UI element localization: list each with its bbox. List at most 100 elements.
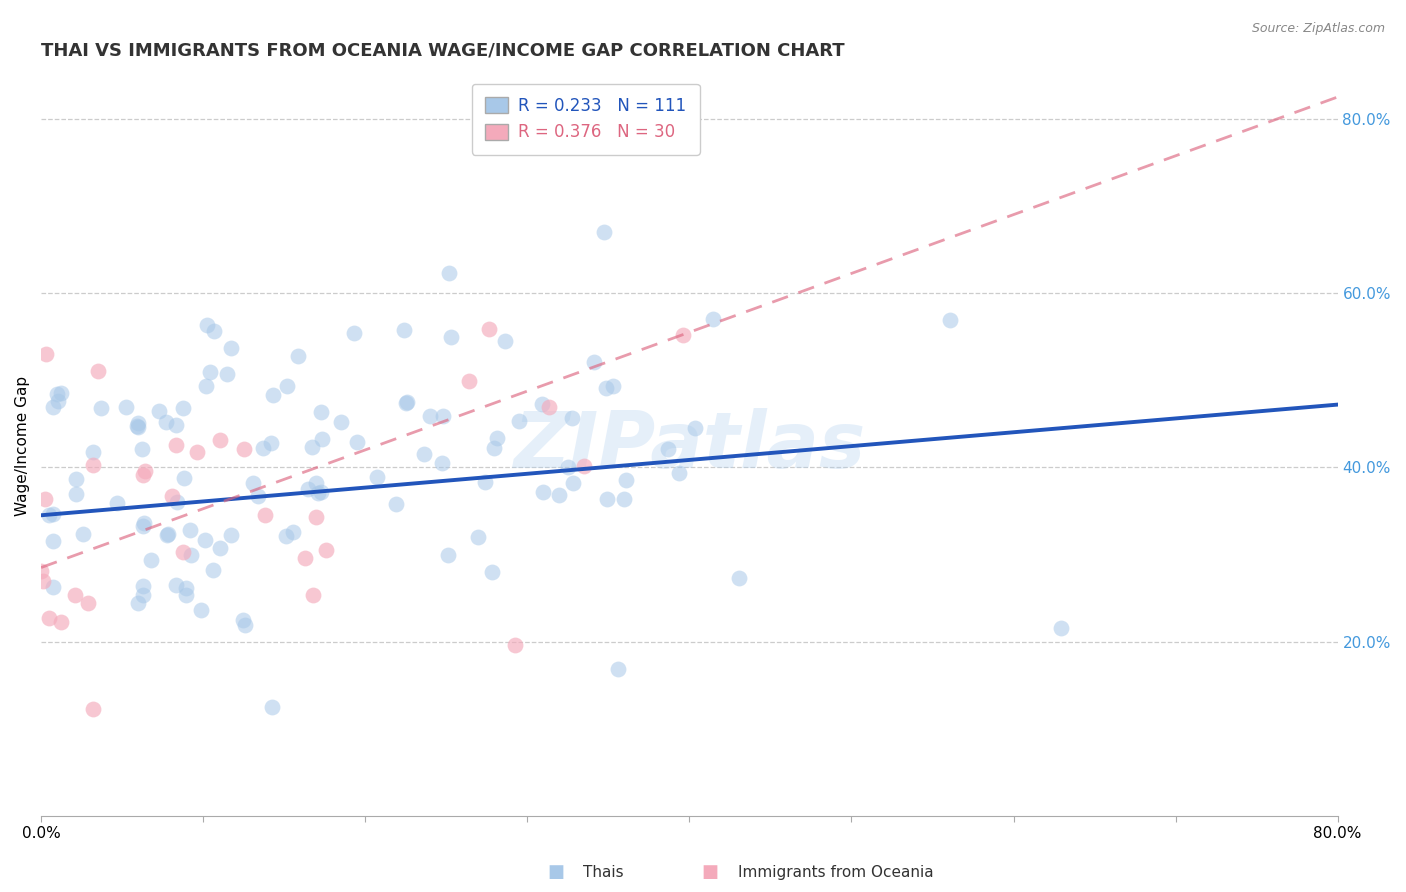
Point	[30, 564, 52, 578]
Point	[41, 507, 63, 521]
Point	[179, 524, 201, 538]
Point	[728, 571, 751, 585]
Point	[508, 413, 530, 427]
Point	[51, 615, 73, 630]
Point	[385, 497, 408, 511]
Point	[195, 318, 218, 332]
Point	[574, 458, 596, 473]
Point	[232, 442, 254, 457]
Point	[190, 603, 212, 617]
Point	[305, 475, 328, 490]
Point	[276, 378, 298, 392]
Point	[657, 442, 679, 457]
Point	[593, 225, 616, 239]
Point	[202, 563, 225, 577]
Point	[77, 596, 100, 610]
Point	[160, 489, 183, 503]
Point	[548, 488, 571, 502]
Point	[219, 528, 242, 542]
Point	[247, 489, 270, 503]
Point	[412, 446, 434, 460]
Point	[165, 577, 187, 591]
Point	[301, 440, 323, 454]
Legend: R = 0.233   N = 111, R = 0.376   N = 30: R = 0.233 N = 111, R = 0.376 N = 30	[471, 84, 700, 154]
Text: THAI VS IMMIGRANTS FROM OCEANIA WAGE/INCOME GAP CORRELATION CHART: THAI VS IMMIGRANTS FROM OCEANIA WAGE/INC…	[41, 42, 845, 60]
Point	[131, 442, 153, 457]
Point	[366, 470, 388, 484]
Point	[46, 386, 69, 401]
Point	[297, 483, 319, 497]
Point	[702, 312, 724, 326]
Point	[395, 396, 418, 410]
Point	[242, 475, 264, 490]
Point	[132, 468, 155, 483]
Point	[46, 393, 69, 408]
Point	[127, 420, 149, 434]
Point	[939, 313, 962, 327]
Point	[561, 475, 583, 490]
Point	[294, 551, 316, 566]
Point	[198, 365, 221, 379]
Point	[440, 329, 463, 343]
Point	[35, 346, 58, 360]
Point	[49, 386, 72, 401]
Point	[668, 466, 690, 480]
Point	[193, 533, 215, 547]
Point	[309, 484, 332, 499]
Point	[419, 409, 441, 423]
Point	[233, 618, 256, 632]
Text: ■: ■	[547, 863, 564, 881]
Point	[486, 431, 509, 445]
Point	[437, 266, 460, 280]
Point	[38, 611, 60, 625]
Point	[437, 549, 460, 563]
Point	[396, 395, 419, 409]
Text: ZIPatlas: ZIPatlas	[513, 408, 866, 483]
Point	[82, 458, 104, 472]
Point	[1050, 621, 1073, 635]
Point	[672, 328, 695, 343]
Point	[32, 574, 55, 589]
Point	[478, 322, 501, 336]
Point	[202, 324, 225, 338]
Y-axis label: Wage/Income Gap: Wage/Income Gap	[15, 376, 30, 516]
Point	[614, 473, 637, 487]
Point	[90, 401, 112, 415]
Text: Source: ZipAtlas.com: Source: ZipAtlas.com	[1251, 22, 1385, 36]
Point	[606, 661, 628, 675]
Point	[685, 421, 707, 435]
Point	[139, 553, 162, 567]
Point	[392, 323, 415, 337]
Point	[309, 405, 332, 419]
Point	[132, 519, 155, 533]
Point	[531, 485, 554, 500]
Text: Thais: Thais	[583, 865, 624, 880]
Point	[127, 596, 149, 610]
Point	[467, 530, 489, 544]
Point	[65, 472, 87, 486]
Point	[561, 411, 583, 425]
Point	[172, 401, 194, 416]
Point	[38, 508, 60, 522]
Point	[156, 527, 179, 541]
Point	[180, 549, 202, 563]
Point	[262, 388, 284, 402]
Point	[63, 588, 86, 602]
Point	[166, 495, 188, 509]
Point	[315, 542, 337, 557]
Point	[457, 374, 479, 388]
Point	[165, 437, 187, 451]
Point	[148, 404, 170, 418]
Point	[530, 397, 553, 411]
Point	[155, 415, 177, 429]
Point	[557, 460, 579, 475]
Point	[481, 566, 503, 580]
Point	[209, 433, 232, 447]
Point	[538, 400, 561, 414]
Text: ■: ■	[702, 863, 718, 881]
Point	[208, 541, 231, 556]
Point	[432, 409, 454, 423]
Point	[343, 326, 366, 340]
Point	[41, 400, 63, 414]
Point	[346, 435, 368, 450]
